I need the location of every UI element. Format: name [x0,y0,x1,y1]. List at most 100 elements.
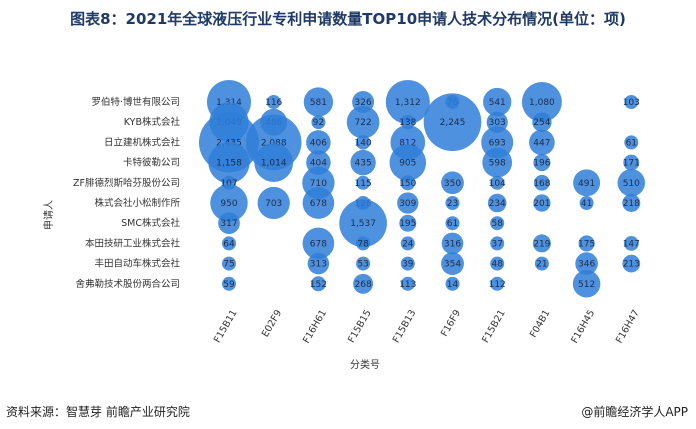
bubble-value-label: 61 [626,138,637,148]
bubble-value-label: 812 [399,138,416,148]
bubble-value-label: 115 [355,179,372,189]
bubble-value-label: 196 [533,159,550,169]
brand-credit: @前瞻经济学人APP [581,405,688,419]
bubble-value-label: 491 [578,179,595,189]
bubble-value-label: 268 [355,280,372,290]
source-note: 资料来源：智慧芽 前瞻产业研究院 [6,405,190,419]
bubble-value-label: 354 [444,260,461,270]
bubble [208,141,250,184]
y-tick-label: SMC株式会社 [121,217,180,229]
y-tick-label: 舍弗勒技术股份两合公司 [75,278,180,290]
bubble-value-label: 710 [310,179,327,189]
bubble [532,112,552,132]
bubble-value-label: 2,245 [440,118,466,128]
bubble-value-label: 24 [402,239,414,249]
bubble-value-label: 112 [489,280,506,290]
bubble [575,252,598,275]
bubble [490,236,505,251]
bubble [534,256,549,271]
bubble-value-label: 218 [623,199,640,209]
bubble-value-label: 316 [444,239,461,249]
bubble [532,234,551,253]
bubble [445,196,460,210]
bubble [622,194,641,212]
bubble-value-label: 1,537 [350,219,376,229]
bubble-value-label: 905 [399,159,416,169]
bubble [310,276,326,292]
bubble-value-label: 346 [578,260,595,270]
bubble [355,135,371,150]
bubble [487,193,507,213]
bubble [399,214,417,232]
bubble [311,115,326,130]
bubble [490,256,505,271]
bubble [445,276,460,291]
y-tick-label: 日立建机株式会社 [104,136,181,148]
y-tick-label: ZF腓德烈斯哈芬股份公司 [73,177,180,189]
y-tick-label: KYB株式会社 [124,116,181,128]
bubble [210,184,248,222]
bubble [445,216,460,231]
bubble-value-label: 541 [489,98,506,108]
bubble [400,276,415,291]
bubble [423,93,482,152]
bubble [389,144,427,181]
bubble-series: 1,3141165813261,312765411,0801031,049486… [199,79,646,298]
bubble [254,143,294,182]
bubble-value-label: 581 [310,98,327,108]
bubble [624,135,639,150]
bubble-value-label: 703 [265,199,282,209]
bubble [356,175,371,190]
bubble-value-label: 61 [447,219,458,229]
bubble-value-label: 510 [623,179,640,189]
bubble-value-label: 693 [489,138,506,148]
bubble-value-label: 175 [578,239,595,249]
bubble [578,235,595,252]
bubble-value-label: 138 [399,118,416,128]
bubble-value-label: 116 [265,98,282,108]
bubble [521,82,562,122]
chart-title: 图表8：2021年全球液压行业专利申请数量TOP10申请人技术分布情况(单位：项… [70,10,626,28]
bubble-value-label: 64 [223,239,235,249]
x-axis-title: 分类号 [350,358,380,371]
y-tick-label: 本田技研工业株式会社 [85,237,181,249]
y-tick-label: 丰田自动车株式会社 [94,258,180,270]
bubble-value-label: 14 [447,280,459,290]
bubble [350,149,376,176]
x-tick-label: F16F9 [439,308,463,339]
x-tick-label: F16H45 [569,308,597,345]
bubble [441,232,464,255]
bubble-value-label: 147 [623,239,640,249]
bubble-value-label: 59 [223,280,235,290]
x-tick-label: E02F9 [260,308,284,339]
bubble-value-label: 406 [310,138,327,148]
bubble [441,171,464,195]
bubble [302,227,335,260]
bubble-value-label: 168 [533,179,550,189]
bubble [356,256,371,271]
bubble [624,95,639,109]
bubble-value-label: 195 [399,219,416,229]
bubble-value-label: 950 [220,199,237,209]
bubble [339,199,387,248]
bubble-value-label: 1,080 [529,98,555,108]
x-tick-label: F15B21 [480,308,508,345]
bubble [353,273,374,294]
bubble-value-label: 41 [581,199,592,209]
bubble [579,196,594,210]
bubble [573,169,601,197]
bubble-value-label: 303 [489,118,506,128]
bubble-value-label: 254 [533,118,550,128]
bubble [572,270,601,298]
bubble-value-label: 404 [310,159,327,169]
bubble-value-label: 722 [355,118,372,128]
bubble [356,236,371,251]
x-axis-labels: F15B11 E02F9 F16H61 F15B15 F15B13 F16F9 F15B21… [212,308,642,345]
bubble [529,129,555,156]
bubble-value-label: 104 [489,179,506,189]
bubble [303,87,334,117]
bubble [257,186,290,220]
bubble [623,154,640,171]
bubble-value-label: 1,014 [261,159,287,169]
